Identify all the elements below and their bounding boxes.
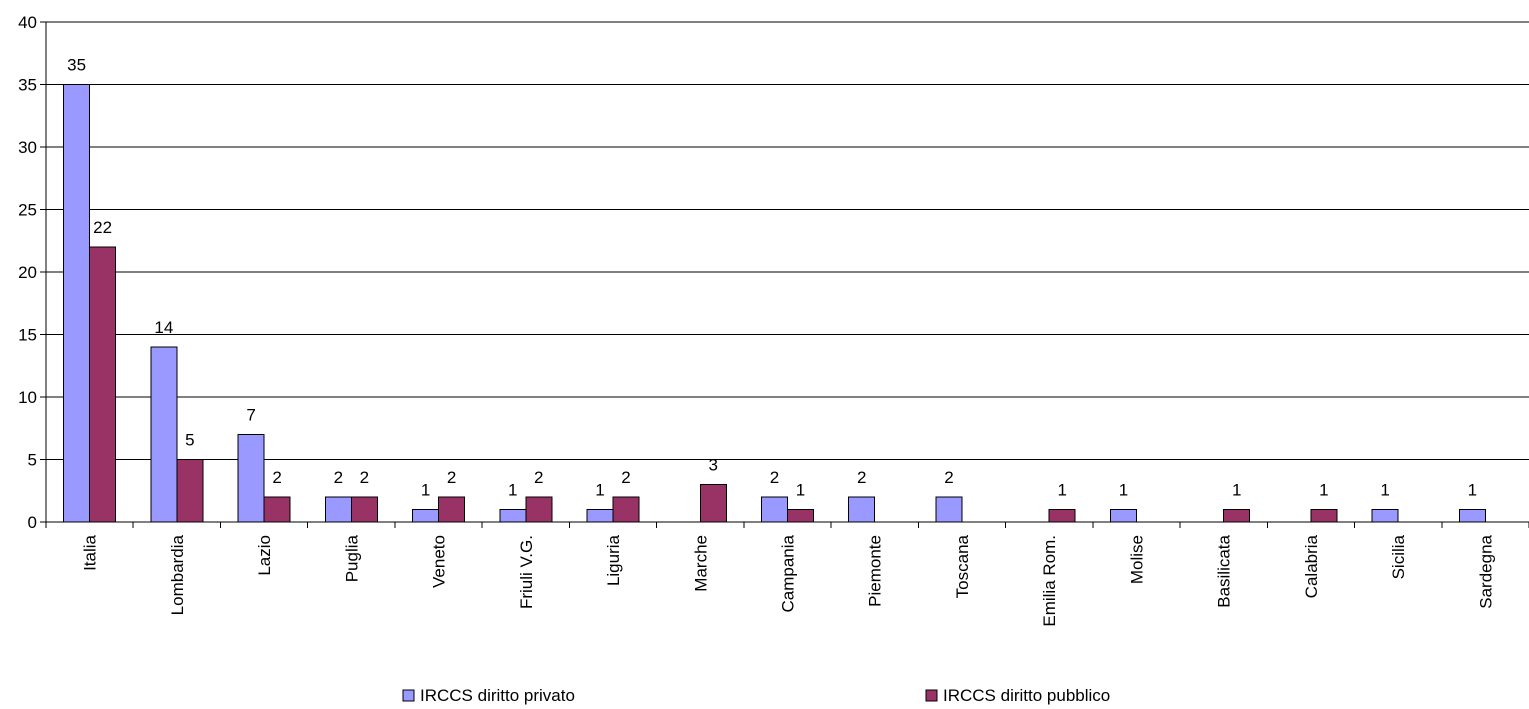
y-tick-label: 15 [18, 326, 37, 345]
data-label: 1 [1232, 481, 1241, 500]
data-label: 2 [360, 468, 369, 487]
bars [63, 84, 1486, 523]
legend-label: IRCCS diritto privato [420, 686, 575, 705]
y-tick-label: 10 [18, 388, 37, 407]
bar-pubblico [1310, 509, 1338, 523]
data-label: 2 [534, 468, 543, 487]
y-tick-label: 0 [28, 513, 37, 532]
bar-privato [499, 509, 527, 523]
x-tick-label: Friuli V.G. [517, 535, 536, 609]
data-label: 1 [421, 481, 430, 500]
bar-privato [586, 509, 614, 523]
x-tick-label: Sardegna [1476, 534, 1495, 608]
data-label: 3 [709, 456, 718, 475]
x-tick-label: Lazio [255, 535, 274, 576]
bar-privato [150, 346, 178, 523]
bar-pubblico [350, 496, 378, 523]
data-label: 7 [246, 406, 255, 425]
data-label: 1 [1319, 481, 1328, 500]
x-tick-label: Italia [81, 534, 100, 570]
data-label: 1 [1119, 481, 1128, 500]
data-label: 1 [796, 481, 805, 500]
x-tick-label: Sicilia [1389, 534, 1408, 579]
legend-label: IRCCS diritto pubblico [943, 686, 1110, 705]
y-tick-label: 20 [18, 263, 37, 282]
bar-pubblico [787, 509, 814, 523]
data-label: 35 [67, 56, 86, 75]
data-label: 5 [185, 431, 194, 450]
bar-privato [63, 84, 91, 523]
x-tick-label: Puglia [342, 534, 361, 582]
data-label: 1 [1057, 481, 1066, 500]
bar-pubblico [612, 496, 640, 523]
bar-privato [324, 496, 352, 523]
bar-privato [1458, 509, 1486, 523]
y-tick-label: 30 [18, 138, 37, 157]
bar-pubblico [699, 484, 727, 523]
data-label: 1 [595, 481, 604, 500]
bar-pubblico [1223, 509, 1251, 523]
x-tick-label: Toscana [953, 534, 972, 598]
bar-pubblico [438, 496, 466, 523]
x-tick-label: Molise [1127, 535, 1146, 584]
x-tick-label: Veneto [430, 535, 449, 588]
y-tick-label: 25 [18, 201, 37, 220]
x-tick-label: Basilicata [1215, 534, 1234, 607]
bar-pubblico [89, 246, 117, 523]
bar-pubblico [263, 496, 291, 523]
data-label: 2 [621, 468, 630, 487]
legend-swatch [402, 689, 415, 702]
data-label: 1 [508, 481, 517, 500]
data-label: 14 [154, 318, 173, 337]
bar-privato [1109, 509, 1137, 523]
legend: IRCCS diritto privato IRCCS diritto pubbl… [402, 686, 1110, 705]
bar-privato [848, 496, 876, 523]
y-tick-label: 35 [18, 76, 37, 95]
x-tick-label: Marche [691, 535, 710, 592]
y-tick-label: 40 [18, 13, 37, 32]
data-label: 2 [334, 468, 343, 487]
x-tick-label: Emilia Rom. [1040, 535, 1059, 627]
bar-pubblico [1048, 509, 1076, 523]
data-label: 1 [1468, 481, 1477, 500]
x-tick-label: Piemonte [866, 535, 885, 607]
gridlines [46, 21, 1529, 460]
bar-privato [237, 434, 265, 523]
x-tick-label: Calabria [1302, 534, 1321, 598]
data-label: 2 [447, 468, 456, 487]
bar-privato [761, 496, 788, 523]
data-label: 2 [272, 468, 281, 487]
data-label: 1 [1380, 481, 1389, 500]
data-label: 2 [944, 468, 953, 487]
x-tick-label: Campania [779, 534, 798, 612]
bar-pubblico [525, 496, 553, 523]
data-label: 2 [857, 468, 866, 487]
x-tick-label: Liguria [604, 534, 623, 586]
bar-privato [412, 509, 440, 523]
legend-swatch [925, 689, 938, 702]
data-label: 2 [770, 468, 779, 487]
data-label: 22 [93, 218, 112, 237]
bar-privato [1371, 509, 1399, 523]
x-tick-label: Lombardia [168, 534, 187, 615]
bar-pubblico [176, 459, 204, 523]
bar-privato [935, 496, 963, 523]
y-tick-label: 5 [28, 451, 37, 470]
